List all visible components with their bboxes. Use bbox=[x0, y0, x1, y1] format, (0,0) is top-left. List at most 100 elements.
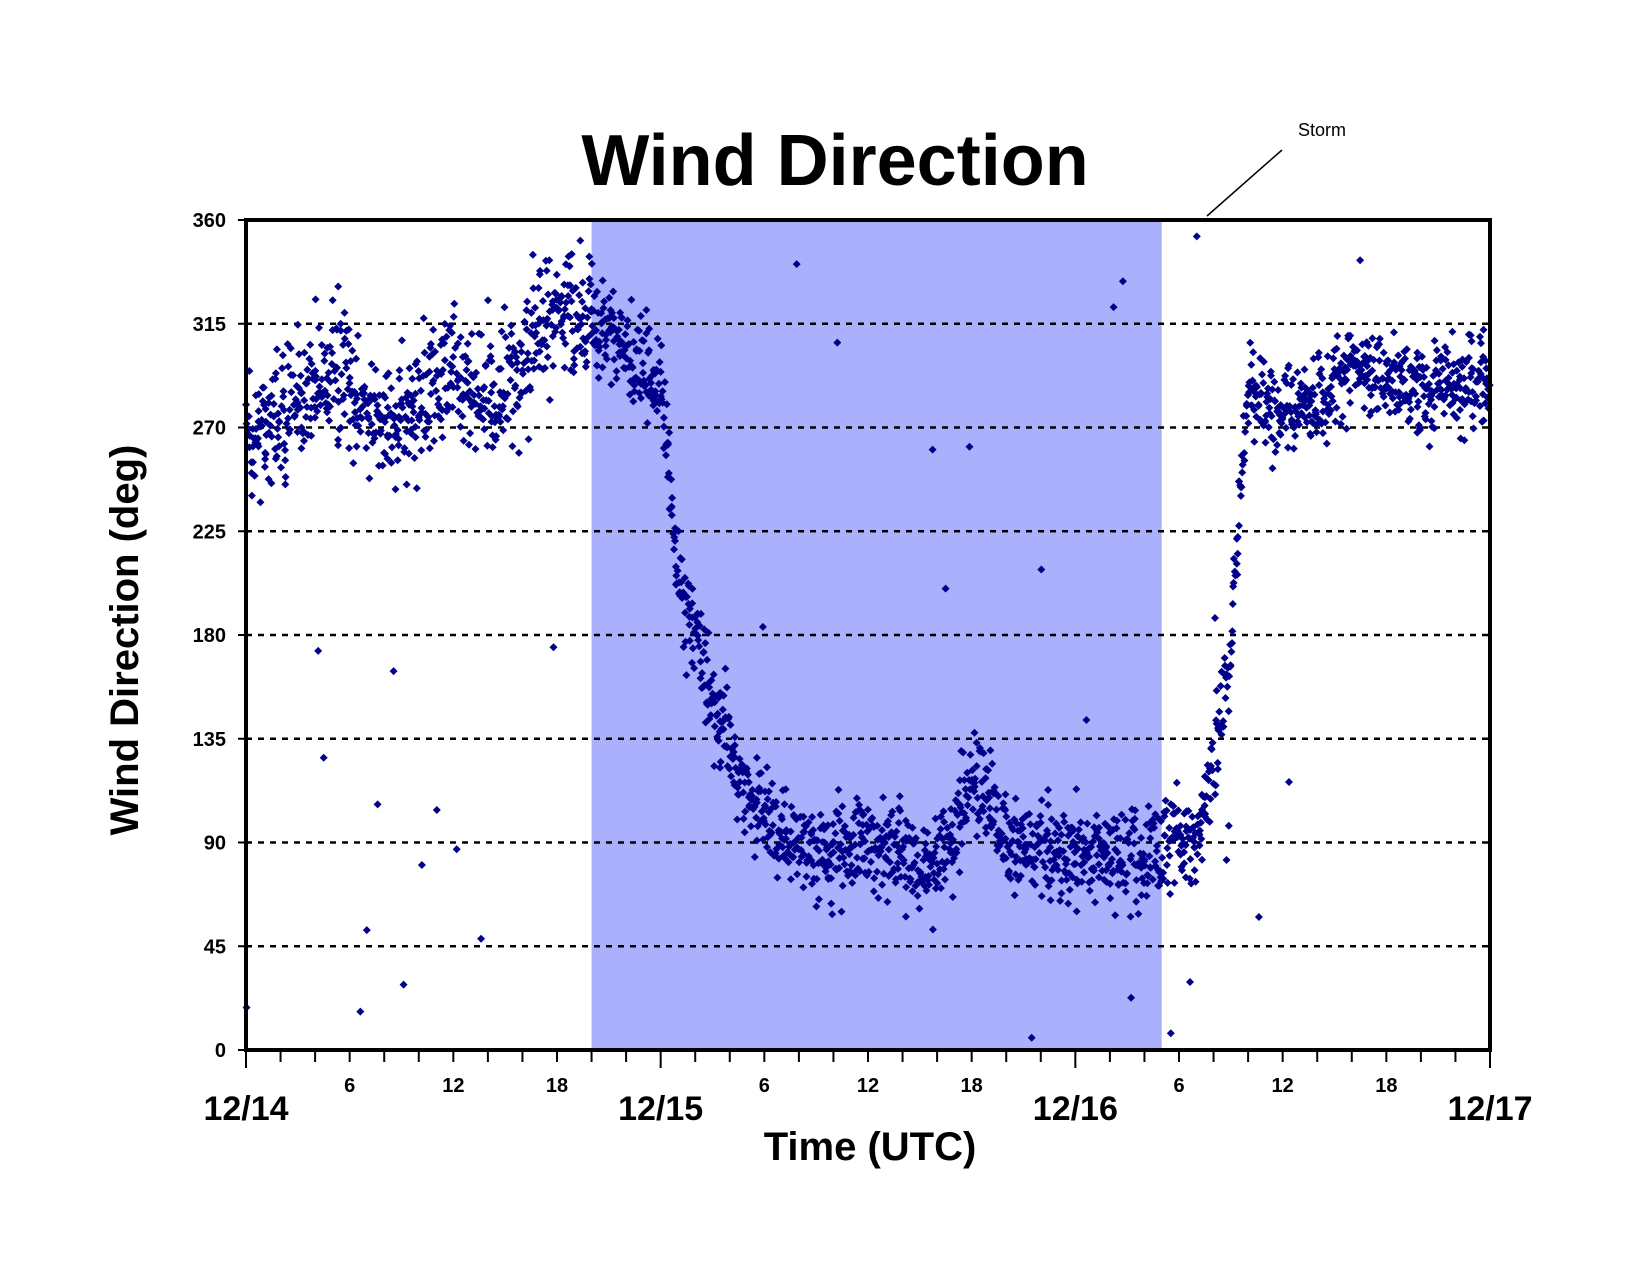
data-point bbox=[570, 361, 579, 370]
data-point bbox=[560, 305, 569, 314]
data-point bbox=[556, 298, 565, 307]
data-point bbox=[421, 432, 430, 441]
data-point bbox=[1276, 430, 1285, 439]
data-point bbox=[356, 427, 365, 436]
data-point bbox=[426, 390, 435, 398]
data-point bbox=[883, 897, 892, 906]
data-point bbox=[1310, 390, 1319, 399]
data-point bbox=[848, 878, 857, 887]
data-point bbox=[576, 342, 585, 351]
data-point bbox=[271, 369, 280, 378]
data-point bbox=[1444, 361, 1453, 370]
data-point bbox=[278, 364, 287, 373]
data-point bbox=[719, 725, 728, 734]
data-point bbox=[814, 895, 823, 904]
data-point bbox=[354, 331, 362, 340]
data-point bbox=[988, 759, 997, 768]
data-point bbox=[1270, 377, 1279, 386]
data-point bbox=[407, 429, 416, 438]
data-point bbox=[1163, 878, 1172, 887]
data-point bbox=[828, 910, 837, 919]
data-point bbox=[667, 502, 676, 511]
data-point bbox=[660, 378, 669, 387]
data-point bbox=[792, 260, 801, 269]
data-point bbox=[531, 303, 540, 312]
data-point bbox=[339, 340, 348, 349]
data-point bbox=[514, 448, 523, 457]
data-point bbox=[1259, 357, 1268, 366]
data-point bbox=[1030, 863, 1039, 872]
data-point bbox=[1300, 365, 1309, 374]
data-point bbox=[260, 462, 269, 471]
data-point bbox=[393, 456, 402, 465]
data-point bbox=[764, 787, 773, 796]
data-point bbox=[399, 980, 408, 989]
data-point bbox=[1317, 365, 1326, 374]
data-point bbox=[680, 573, 689, 582]
data-point bbox=[968, 766, 977, 775]
data-point bbox=[1271, 448, 1280, 456]
data-point bbox=[522, 325, 531, 334]
data-point bbox=[583, 313, 592, 322]
data-point bbox=[1232, 534, 1241, 543]
data-point bbox=[481, 361, 490, 369]
data-point bbox=[513, 358, 522, 367]
data-point bbox=[966, 750, 975, 759]
data-point bbox=[922, 886, 931, 895]
data-point bbox=[475, 391, 483, 400]
data-point bbox=[370, 395, 379, 404]
data-point bbox=[486, 342, 495, 351]
data-point bbox=[1437, 385, 1446, 394]
data-point bbox=[665, 428, 674, 437]
data-point bbox=[1326, 406, 1335, 415]
data-point bbox=[950, 854, 958, 863]
data-point bbox=[1425, 380, 1433, 388]
data-point bbox=[899, 856, 908, 865]
data-point bbox=[1125, 829, 1134, 838]
data-point bbox=[1153, 841, 1161, 850]
data-point bbox=[1002, 812, 1011, 821]
data-point bbox=[417, 404, 426, 412]
data-point bbox=[1211, 790, 1220, 799]
data-point bbox=[1117, 810, 1126, 819]
data-point bbox=[959, 748, 968, 757]
data-point bbox=[713, 709, 722, 718]
data-point bbox=[901, 912, 910, 921]
data-point bbox=[799, 812, 808, 821]
data-point bbox=[1059, 847, 1068, 856]
data-point bbox=[869, 887, 878, 896]
data-point bbox=[823, 821, 832, 830]
data-point bbox=[1065, 885, 1074, 894]
data-point bbox=[1106, 879, 1115, 888]
data-point bbox=[1127, 993, 1136, 1002]
data-point bbox=[307, 359, 316, 368]
data-point bbox=[780, 800, 789, 809]
data-point bbox=[507, 352, 516, 361]
data-point bbox=[1430, 336, 1439, 345]
data-point bbox=[892, 827, 901, 836]
data-point bbox=[566, 281, 575, 290]
data-point bbox=[895, 792, 904, 801]
data-point bbox=[323, 391, 332, 400]
data-point bbox=[1165, 823, 1174, 832]
data-point bbox=[955, 776, 964, 785]
data-point bbox=[1220, 654, 1229, 662]
data-point bbox=[1479, 416, 1488, 425]
data-point bbox=[601, 342, 610, 350]
data-point bbox=[899, 842, 908, 851]
data-point bbox=[1367, 407, 1376, 416]
data-point bbox=[266, 421, 275, 430]
data-point bbox=[839, 853, 848, 862]
data-point bbox=[571, 283, 580, 292]
data-point bbox=[1208, 738, 1217, 747]
data-point bbox=[425, 417, 434, 426]
data-point bbox=[1427, 395, 1436, 404]
data-point bbox=[747, 822, 755, 831]
data-point bbox=[461, 352, 470, 361]
data-point bbox=[695, 642, 704, 651]
data-point bbox=[873, 867, 882, 876]
data-point bbox=[1127, 851, 1136, 860]
data-point bbox=[1221, 694, 1230, 702]
data-point bbox=[1405, 414, 1414, 423]
data-point bbox=[440, 356, 449, 365]
